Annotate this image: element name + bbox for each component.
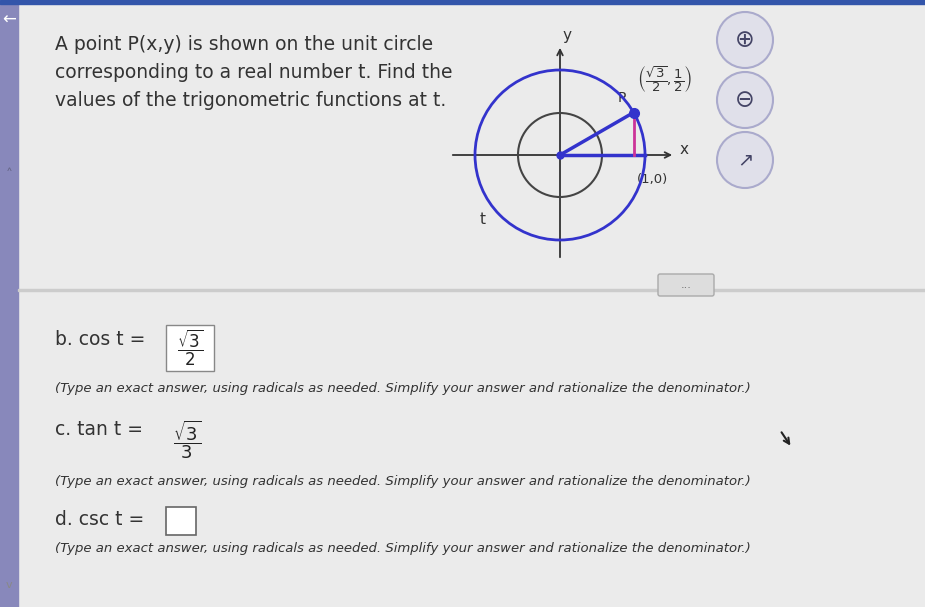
Bar: [18, 289, 925, 291]
Text: $\dfrac{\sqrt{3}}{2}$: $\dfrac{\sqrt{3}}{2}$: [177, 328, 204, 368]
Text: t: t: [480, 212, 486, 227]
FancyBboxPatch shape: [166, 325, 214, 371]
Text: ↗: ↗: [737, 151, 753, 169]
Text: x: x: [680, 143, 689, 157]
Circle shape: [717, 12, 773, 68]
Bar: [0, 4, 18, 607]
Text: y: y: [562, 28, 572, 43]
Text: ˄: ˄: [6, 168, 13, 182]
Text: values of the trigonometric functions at t.: values of the trigonometric functions at…: [55, 91, 446, 110]
Text: v: v: [6, 580, 12, 590]
Text: (Type an exact answer, using radicals as needed. Simplify your answer and ration: (Type an exact answer, using radicals as…: [55, 382, 751, 395]
Text: (Type an exact answer, using radicals as needed. Simplify your answer and ration: (Type an exact answer, using radicals as…: [55, 475, 751, 488]
FancyBboxPatch shape: [658, 274, 714, 296]
FancyBboxPatch shape: [166, 507, 196, 535]
Text: ⊖: ⊖: [735, 88, 755, 112]
Text: $\dfrac{\sqrt{3}}{3}$: $\dfrac{\sqrt{3}}{3}$: [173, 419, 202, 461]
Text: ...: ...: [681, 280, 692, 290]
Bar: [0, 0, 925, 4]
Text: d. csc t =: d. csc t =: [55, 510, 144, 529]
Text: ←: ←: [2, 11, 16, 29]
Text: (1,0): (1,0): [637, 173, 668, 186]
Circle shape: [717, 72, 773, 128]
Text: P: P: [617, 90, 625, 104]
Text: (Type an exact answer, using radicals as needed. Simplify your answer and ration: (Type an exact answer, using radicals as…: [55, 542, 751, 555]
Circle shape: [717, 132, 773, 188]
Text: c. tan t =: c. tan t =: [55, 420, 143, 439]
Text: corresponding to a real number t. Find the: corresponding to a real number t. Find t…: [55, 63, 452, 82]
Text: $\left(\dfrac{\sqrt{3}}{2},\dfrac{1}{2}\right)$: $\left(\dfrac{\sqrt{3}}{2},\dfrac{1}{2}\…: [636, 64, 692, 95]
Text: ⊕: ⊕: [735, 28, 755, 52]
Text: b. cos t =: b. cos t =: [55, 330, 145, 349]
Text: A point P(x,y) is shown on the unit circle: A point P(x,y) is shown on the unit circ…: [55, 35, 433, 54]
